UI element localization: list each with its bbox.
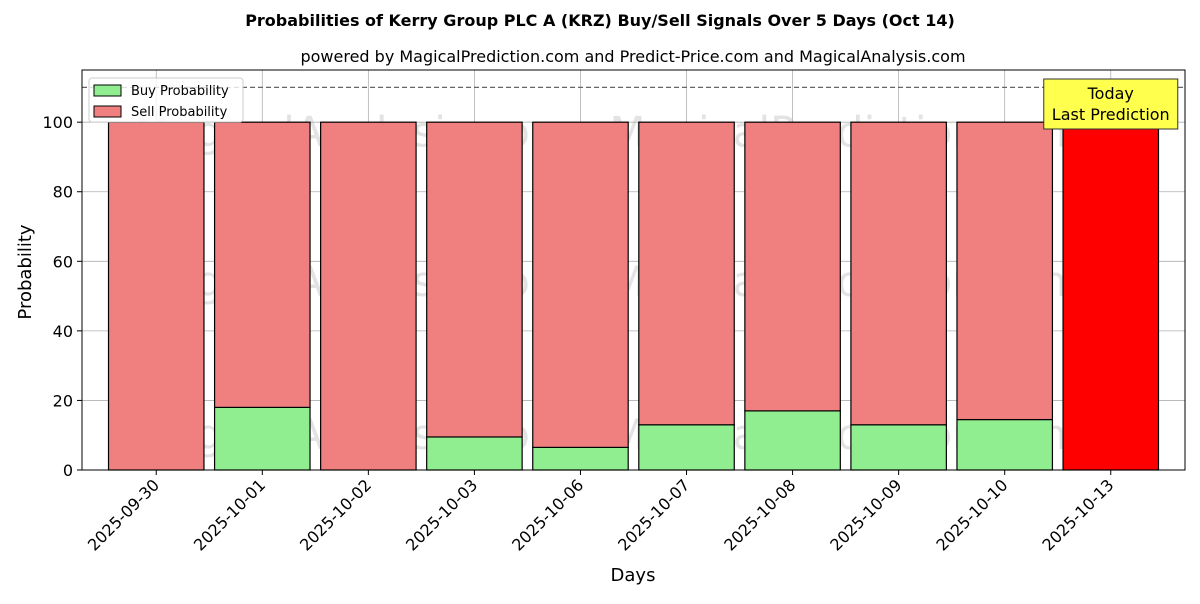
x-tick-label: 2025-10-08 [720,475,799,554]
sell-bar [850,121,947,426]
sell-bar [638,121,735,426]
y-tick-label: 80 [53,183,73,202]
buy-bar [532,446,629,471]
legend-swatch [93,105,122,118]
plot-area: MagicalAnalysis.comMagicalPrediction.com… [42,69,1186,555]
sell-bar [532,121,629,448]
y-tick-label: 60 [53,252,73,271]
legend-label: Buy Probability [131,84,229,99]
x-tick-label: 2025-10-13 [1038,475,1117,554]
y-tick-label: 100 [42,113,73,132]
x-tick-label: 2025-10-06 [508,475,587,554]
x-tick-label: 2025-10-07 [614,475,693,554]
sell-bar [107,121,205,471]
x-tick-label: 2025-10-10 [932,475,1011,554]
y-tick-label: 20 [53,391,73,410]
x-axis-title: Days [611,565,656,586]
x-tick-label: 2025-10-01 [190,475,269,554]
buy-bar [213,406,311,471]
x-tick-label: 2025-10-09 [826,475,905,554]
sell-bar [213,121,311,408]
y-tick-label: 40 [53,322,73,341]
y-axis-title: Probability [15,224,36,319]
chart-subtitle: powered by MagicalPrediction.com and Pre… [300,47,965,66]
legend-box [88,77,244,123]
sell-bar [1062,121,1160,471]
buy-bar [956,418,1054,471]
buy-bar [638,424,735,471]
legend-swatch [93,84,122,97]
legend-label: Sell Probability [131,105,228,120]
today-annotation-text: Today [1087,84,1134,103]
buy-bar [744,410,841,471]
sell-bar [426,121,523,438]
today-annotation-text: Last Prediction [1052,105,1170,124]
y-tick-label: 0 [63,461,73,480]
x-tick-label: 2025-10-03 [402,475,481,554]
x-tick-label: 2025-10-02 [296,475,375,554]
x-tick-label: 2025-09-30 [84,475,163,554]
sell-bar [956,121,1054,421]
buy-bar [850,424,947,471]
today-annotation-box [1043,78,1179,130]
plot-frame [81,69,1186,471]
sell-bar [744,121,841,412]
chart-title: Probabilities of Kerry Group PLC A (KRZ)… [245,11,955,30]
buy-bar [426,436,523,471]
sell-bar [320,121,417,471]
